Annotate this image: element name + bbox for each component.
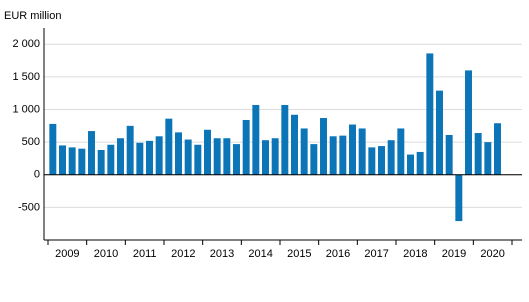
bar [320,118,327,175]
bar [155,136,163,175]
bar [233,144,240,175]
bar [194,144,202,175]
bar [397,128,405,175]
bar [175,132,182,175]
x-tick-label: 2016 [326,248,350,260]
x-tick-label: 2014 [248,248,272,260]
y-tick-label: 1 500 [12,71,40,83]
bar [436,90,443,175]
x-tick-label: 2013 [210,248,234,260]
y-tick-label: 500 [22,136,40,148]
bar [455,174,463,222]
bar [407,154,414,175]
y-tick-label: 1 000 [12,103,40,115]
bar [117,138,124,175]
bar [387,140,395,175]
x-tick-label: 2017 [364,248,388,260]
y-tick-label: 2 000 [12,38,40,50]
bar [465,70,472,175]
bar [262,140,269,175]
bar [49,123,57,175]
bar [368,147,376,175]
bar [213,138,221,175]
bar [252,104,260,175]
x-tick-label: 2019 [442,248,466,260]
x-tick-label: 2010 [94,248,118,260]
x-tick-label: 2011 [133,248,157,260]
bar [445,134,453,175]
bar [358,128,366,175]
y-tick-label: 0 [34,169,40,181]
bar [242,119,250,175]
bar [378,146,385,175]
bar [484,142,492,175]
bar [300,128,308,175]
bar [416,151,424,175]
x-tick-label: 2020 [480,248,504,260]
bar [184,139,192,175]
bar [339,135,347,175]
bar [136,142,144,175]
bar [223,138,231,175]
y-tick-label: -500 [18,201,40,213]
bar [59,145,66,175]
bar [281,104,289,175]
x-tick-label: 2012 [171,248,195,260]
bar [426,53,434,175]
x-tick-label: 2018 [403,248,427,260]
x-tick-label: 2009 [55,248,79,260]
bar [78,148,86,175]
bar [68,147,76,175]
bar [474,133,482,175]
bar [204,129,211,175]
bar [146,140,153,175]
bar [107,144,115,175]
bar [271,138,279,175]
bar [310,144,318,175]
bar [291,114,298,175]
bar [494,123,501,175]
y-axis-label: EUR million [4,10,61,22]
bar [165,118,173,175]
bar [349,124,356,175]
x-tick-label: 2015 [287,248,311,260]
bar [329,136,337,175]
bar [88,131,95,175]
bar [126,125,134,175]
bar [97,149,105,175]
